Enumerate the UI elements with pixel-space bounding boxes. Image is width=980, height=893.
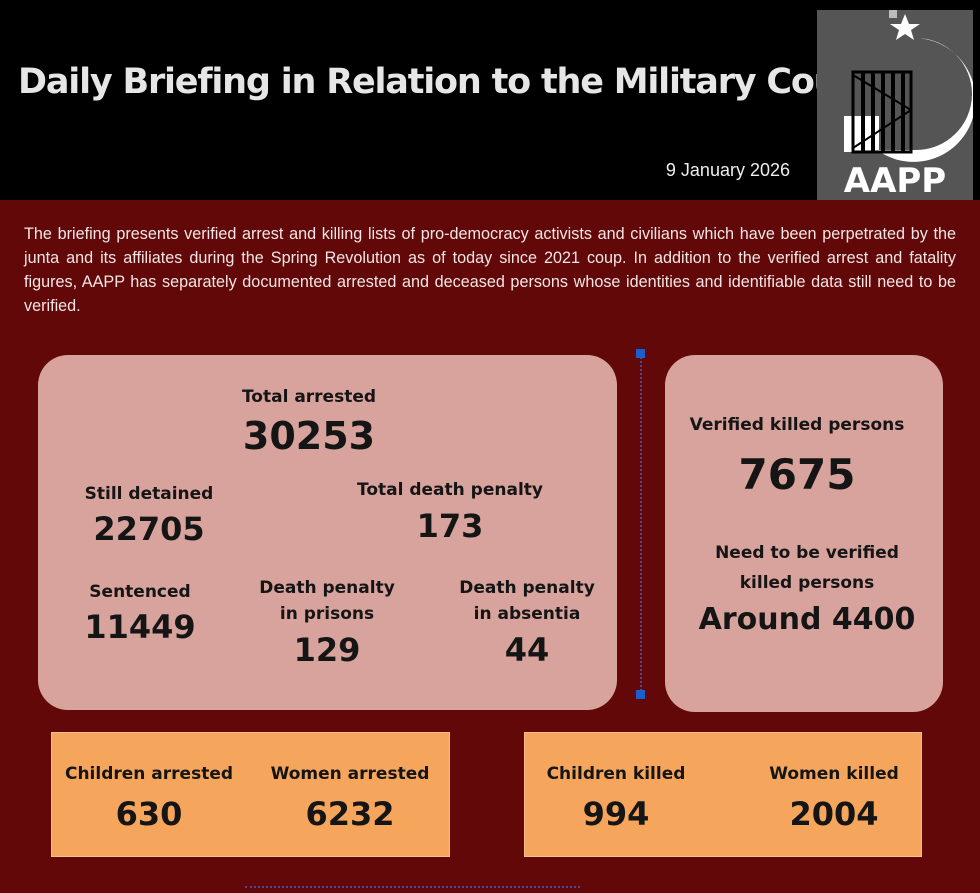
children-killed-value: 994 xyxy=(582,795,650,833)
sentenced-value: 11449 xyxy=(84,608,196,646)
dp-prisons-label-1: Death penalty xyxy=(259,578,395,598)
dp-prisons-label-2: in prisons xyxy=(279,604,375,624)
unverified-killed-value: Around 4400 xyxy=(698,602,916,637)
divider-handle-bottom xyxy=(636,690,645,699)
sentenced-label: Sentenced xyxy=(89,582,191,602)
killed-card xyxy=(665,355,943,712)
unverified-killed-label-1: Need to be verified xyxy=(715,543,899,563)
bottom-divider-line xyxy=(245,886,580,888)
header: Daily Briefing in Relation to the Milita… xyxy=(0,0,980,201)
children-killed-label: Children killed xyxy=(546,764,686,784)
verified-killed-value: 7675 xyxy=(738,450,856,499)
intro-paragraph: The briefing presents verified arrest an… xyxy=(24,225,956,315)
total-arrested-label: Total arrested xyxy=(241,387,377,407)
women-killed-value: 2004 xyxy=(789,795,879,833)
arrests-card xyxy=(38,355,617,710)
killed-breakdown-box xyxy=(524,732,922,857)
children-arrested-value: 630 xyxy=(115,795,183,833)
total-death-penalty-label: Total death penalty xyxy=(357,480,543,500)
dp-prisons-value: 129 xyxy=(293,631,361,669)
page-title: Daily Briefing in Relation to the Milita… xyxy=(18,62,862,102)
dp-absentia-label-1: Death penalty xyxy=(459,578,595,598)
dp-absentia-label-2: in absentia xyxy=(473,604,581,624)
women-killed-label: Women killed xyxy=(769,764,899,784)
women-arrested-label: Women arrested xyxy=(270,764,430,784)
divider-handle-top xyxy=(636,349,645,358)
total-death-penalty-value: 173 xyxy=(416,507,484,545)
aapp-logo: AAPP xyxy=(817,8,976,201)
unverified-killed-label-2: killed persons xyxy=(739,573,875,593)
total-arrested-value: 30253 xyxy=(242,414,376,458)
svg-text:AAPP: AAPP xyxy=(844,161,946,200)
still-detained-label: Still detained xyxy=(84,484,214,504)
divider-line xyxy=(640,354,642,694)
verified-killed-label: Verified killed persons xyxy=(689,415,905,435)
women-arrested-value: 6232 xyxy=(305,795,395,833)
briefing-date: 9 January 2026 xyxy=(665,160,790,180)
still-detained-value: 22705 xyxy=(93,510,205,548)
dp-absentia-value: 44 xyxy=(504,631,550,669)
arrest-breakdown-box xyxy=(51,732,450,857)
children-arrested-label: Children arrested xyxy=(64,764,234,784)
